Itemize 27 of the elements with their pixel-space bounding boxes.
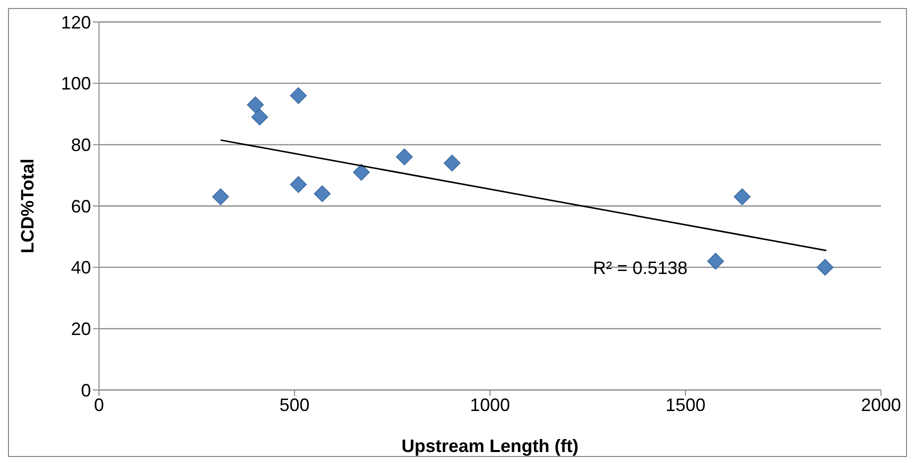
point bbox=[290, 176, 307, 193]
y-axis-title: LCD%Total bbox=[17, 158, 38, 254]
point bbox=[816, 258, 834, 276]
point bbox=[707, 252, 724, 270]
point bbox=[247, 96, 264, 114]
y-tick-label: 20 bbox=[70, 319, 91, 340]
point bbox=[444, 154, 460, 172]
point bbox=[314, 185, 331, 202]
annotation: R² = 0.5138 bbox=[593, 258, 688, 279]
x-tick-label: 0 bbox=[94, 394, 104, 415]
point bbox=[352, 164, 370, 181]
point bbox=[734, 188, 751, 206]
y-tick-label: 80 bbox=[70, 135, 91, 156]
y-tick-label: 120 bbox=[60, 12, 91, 32]
y-tick-label: 0 bbox=[80, 380, 91, 400]
x-axis-title: Upstream Length (ft) bbox=[402, 436, 578, 456]
y-tick-label: 100 bbox=[60, 74, 91, 94]
x-tick-label: 1500 bbox=[665, 394, 706, 415]
x-tick-label: 500 bbox=[279, 394, 310, 415]
point bbox=[290, 87, 307, 104]
point bbox=[251, 108, 268, 126]
point bbox=[212, 188, 229, 206]
x-tick-label: 1000 bbox=[470, 394, 510, 415]
x-tick-label: 2000 bbox=[860, 394, 902, 415]
y-tick-label: 40 bbox=[70, 258, 91, 278]
point bbox=[396, 148, 413, 166]
y-tick-label: 60 bbox=[70, 196, 91, 216]
